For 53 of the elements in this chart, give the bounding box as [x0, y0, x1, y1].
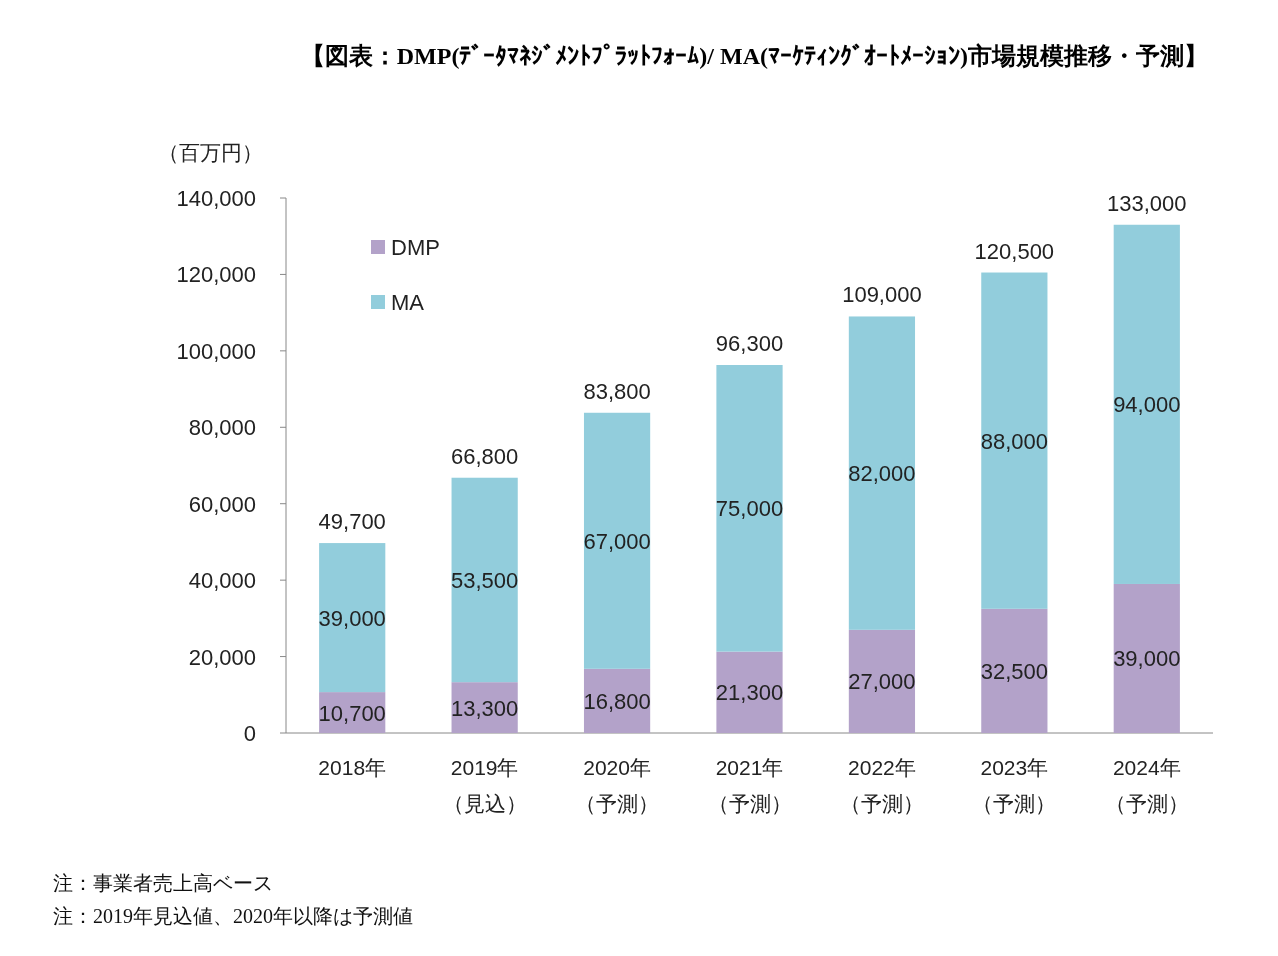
data-label: 21,300 [715, 680, 784, 706]
total-label: 83,800 [583, 378, 651, 404]
chart-title: 【図表：DMP(ﾃﾞｰﾀﾏﾈｼﾞﾒﾝﾄﾌﾟﾗｯﾄﾌｫｰﾑ)/ MA(ﾏｰｹﾃｨﾝｸﾞｵｰﾄﾒｰｼｮﾝ)市場規模推移・予測】 [300, 43, 1208, 69]
data-label: 67,000 [583, 528, 651, 554]
text: 注：事業者売上高ベース [53, 872, 273, 894]
bar [981, 608, 1048, 733]
bar [583, 412, 651, 669]
legend-label: DMP [391, 235, 440, 260]
data-label: 75,000 [715, 496, 784, 522]
data-label: 32,500 [980, 658, 1049, 684]
data-label: 10,700 [318, 700, 386, 726]
bar [848, 316, 916, 630]
data-label: 53,500 [450, 567, 519, 593]
total-label: 109,000 [842, 282, 922, 308]
data-label: 82,000 [848, 461, 916, 487]
y-tick-label: 100,000 [176, 338, 256, 364]
bar [716, 365, 783, 652]
x-tick-label: 2019年（見込） [442, 756, 527, 815]
total-label: 133,000 [1107, 190, 1187, 216]
y-tick-label: 40,000 [188, 568, 256, 594]
total-label: 120,500 [974, 238, 1055, 264]
total-label: 66,800 [450, 443, 519, 469]
data-label: 27,000 [848, 669, 916, 695]
y-axis-title: （百万円） [158, 141, 263, 164]
y-tick-label: 140,000 [176, 186, 256, 211]
bar [1113, 224, 1180, 584]
bar [1113, 583, 1180, 733]
x-tick-label: 2022年（予測） [839, 756, 924, 815]
bar [981, 272, 1048, 609]
x-tick-label: 2024年（予測） [1104, 756, 1189, 815]
total-label: 49,700 [318, 509, 386, 535]
bar [451, 477, 518, 683]
data-label: 88,000 [980, 428, 1049, 454]
data-label: 16,800 [583, 688, 651, 714]
y-tick-label: 20,000 [188, 644, 256, 670]
bar [848, 629, 916, 733]
x-tick-label: 2020年（予測） [575, 756, 660, 815]
y-tick-label: 120,000 [176, 262, 256, 288]
data-label: 39,000 [1113, 646, 1181, 672]
bar [319, 543, 386, 693]
x-tick-label: 2023年（予測） [972, 756, 1057, 815]
data-label: 13,300 [450, 695, 519, 721]
x-tick-label: 2018年 [318, 756, 387, 779]
text: 注：2019年見込値、2020年以降は予測値 [53, 905, 413, 927]
data-label: 94,000 [1113, 392, 1181, 418]
data-label: 39,000 [318, 605, 386, 631]
legend-label: MA [391, 290, 425, 315]
x-tick-label: 2021年（予測） [707, 756, 792, 815]
bar [716, 651, 783, 733]
y-tick-label: 80,000 [188, 415, 256, 441]
y-tick-label: 60,000 [188, 491, 256, 517]
total-label: 96,300 [715, 331, 784, 356]
y-tick-label: 0 [243, 721, 256, 746]
